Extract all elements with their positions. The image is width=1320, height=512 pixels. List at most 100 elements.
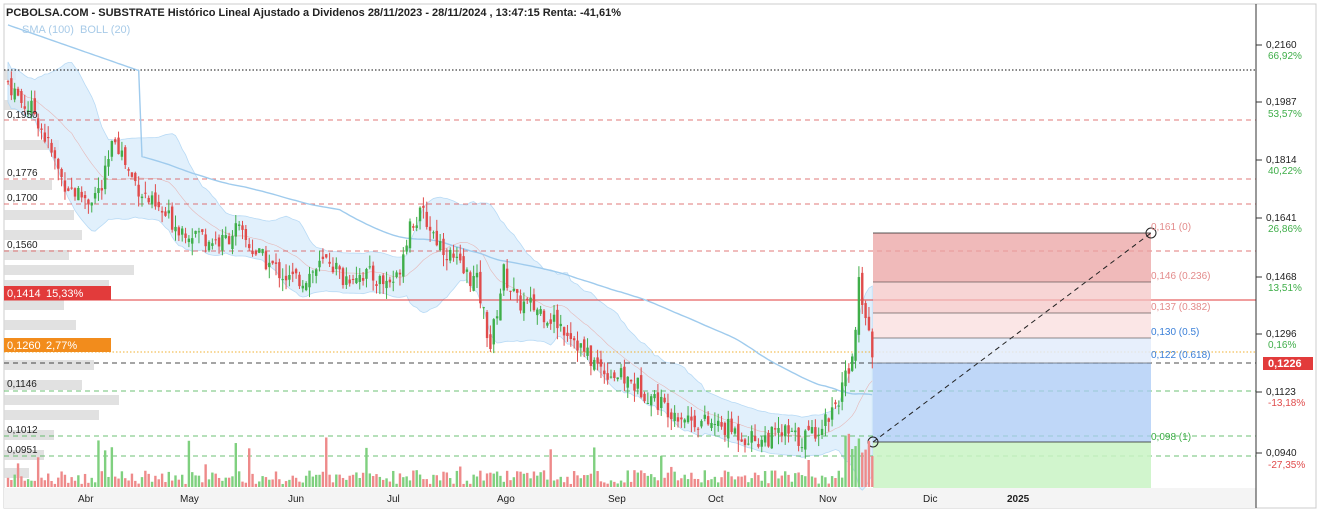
volume-bar <box>53 483 57 487</box>
volume-bar <box>251 473 254 487</box>
candle-body <box>93 193 97 199</box>
candle-body <box>30 100 33 113</box>
candle-body <box>616 377 619 380</box>
candle-body <box>526 298 529 300</box>
volume-bar <box>368 473 371 487</box>
candle-body <box>227 236 231 245</box>
volume-bar <box>727 471 730 487</box>
left-level-3: 0,1560 <box>7 240 38 251</box>
right-pct-label-5: 0,16% <box>1268 340 1296 351</box>
candle-body <box>586 347 589 356</box>
candle-body <box>338 266 341 270</box>
volume-bar <box>556 479 559 487</box>
volume-bar <box>50 480 53 487</box>
candle-body <box>298 274 301 287</box>
volume-bar <box>757 475 760 487</box>
volume-bar <box>516 471 519 487</box>
volume-bar <box>392 470 395 487</box>
volume-bar <box>167 471 170 487</box>
candle-body <box>181 228 184 235</box>
candle-body <box>700 420 703 427</box>
candle-body <box>308 273 311 288</box>
volume-bar <box>596 471 599 487</box>
volume-bar <box>83 473 87 487</box>
volume-bar <box>733 479 737 487</box>
volume-bar <box>851 448 854 487</box>
volume-bar <box>472 474 475 487</box>
candle-body <box>549 319 552 324</box>
candle-body <box>706 416 710 425</box>
candle-body <box>395 272 398 277</box>
volume-bar <box>670 466 673 487</box>
right-tick-label-6: 0,1123 <box>1266 387 1296 398</box>
volume-bar <box>660 455 663 487</box>
volume-bar <box>254 483 258 487</box>
candle-body <box>569 333 572 340</box>
candle-body <box>157 201 160 208</box>
volume-bar <box>134 480 137 487</box>
candle-body <box>237 224 241 226</box>
candle-body <box>656 392 660 410</box>
candle-body <box>854 329 857 361</box>
volume-bar <box>93 482 97 487</box>
volume-bar <box>73 480 77 487</box>
candle-body <box>539 309 542 314</box>
volume-bar <box>184 483 187 487</box>
volume-bar <box>867 440 871 487</box>
volume-bar <box>633 470 636 487</box>
candle-body <box>398 272 402 275</box>
volume-bar <box>351 474 355 487</box>
volume-bar <box>549 449 552 487</box>
volume-bar <box>871 456 874 487</box>
volume-bar <box>562 482 566 487</box>
candle-body <box>191 238 194 244</box>
candle-body <box>556 309 559 329</box>
candle-body <box>194 230 197 234</box>
volume-bar <box>191 472 194 487</box>
candle-body <box>294 269 298 274</box>
candle-body <box>485 312 489 339</box>
fib-anchor-end[interactable] <box>1145 227 1157 239</box>
candle-body <box>355 278 358 284</box>
fib-zone-0618-1 <box>873 363 1151 442</box>
badge-orange: 0,1260 2,77% <box>4 338 111 352</box>
candle-body <box>840 382 844 402</box>
volume-profile-bar <box>4 280 109 290</box>
volume-profile-bar <box>4 395 119 405</box>
candle-body <box>613 372 616 379</box>
volume-bar <box>194 475 197 487</box>
volume-bar <box>231 476 234 487</box>
volume-profile-bar <box>4 430 54 440</box>
volume-bar <box>268 479 271 487</box>
candle-body <box>50 142 53 153</box>
candle-body <box>479 271 482 304</box>
candle-body <box>40 128 43 130</box>
volume-bar <box>579 478 583 487</box>
candle-body <box>244 229 248 241</box>
candle-body <box>683 419 686 423</box>
candle-body <box>405 245 408 252</box>
candle-body <box>814 427 817 439</box>
fib-zone-05-0618 <box>873 338 1151 363</box>
candle-body <box>660 396 663 409</box>
volume-bar <box>36 457 40 487</box>
volume-bar <box>442 471 445 487</box>
volume-bar <box>683 474 686 487</box>
volume-bar <box>603 482 606 487</box>
candle-body <box>790 430 794 432</box>
x-tick-5: Sep <box>608 494 626 505</box>
candle-body <box>489 334 492 349</box>
candle-body <box>418 207 422 222</box>
fib-label-0382: 0,137 (0.382) <box>1151 302 1211 313</box>
volume-bar <box>462 483 465 487</box>
candle-body <box>834 402 837 405</box>
volume-bar <box>402 477 405 487</box>
volume-bar <box>23 480 26 487</box>
candle-body <box>392 281 395 283</box>
volume-bar <box>67 482 70 487</box>
volume-bar <box>331 482 335 487</box>
volume-bar <box>743 475 747 487</box>
volume-bar <box>740 476 743 487</box>
candle-body <box>358 274 361 282</box>
fib-zone-0-0236 <box>873 233 1151 282</box>
